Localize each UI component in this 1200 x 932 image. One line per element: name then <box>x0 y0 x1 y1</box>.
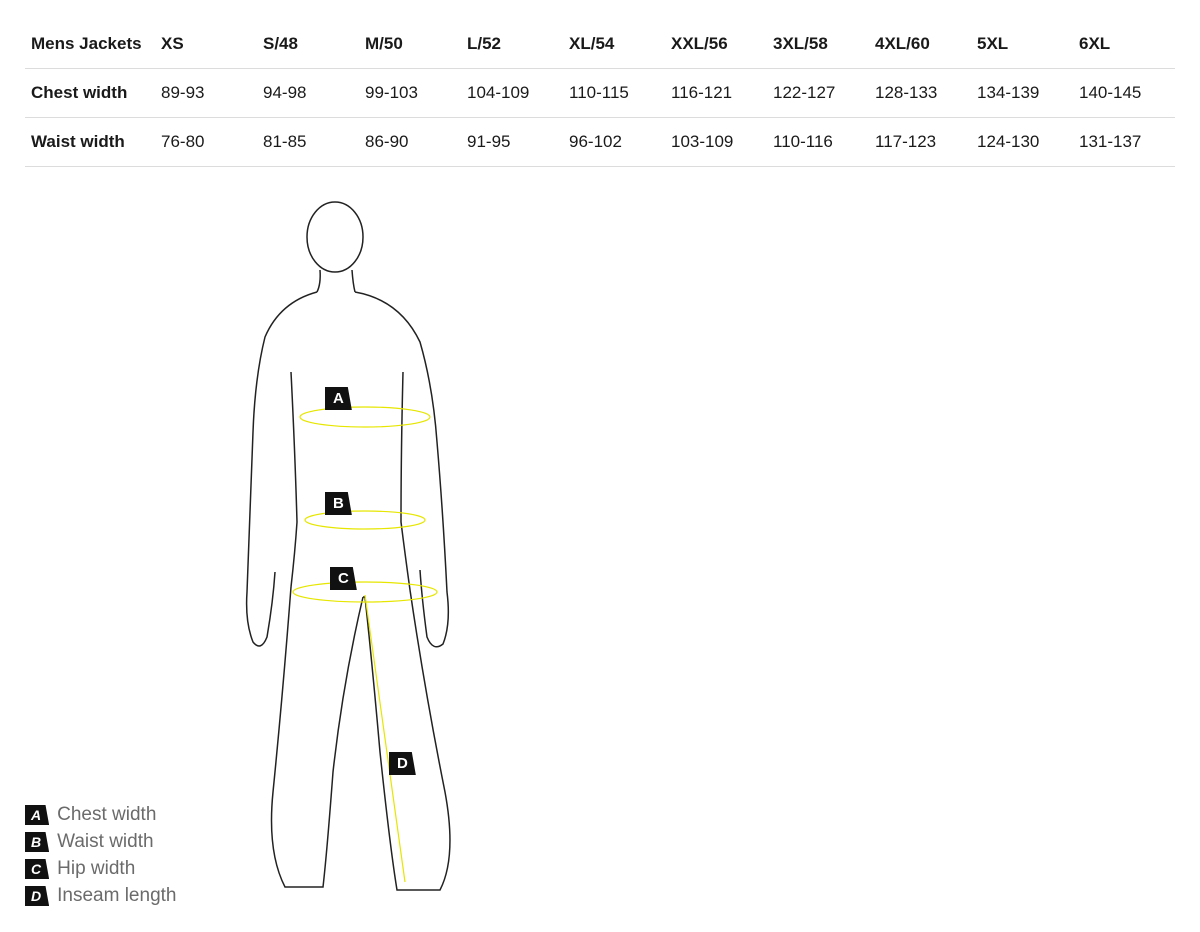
row-label: Waist width <box>25 118 155 167</box>
cell: 131-137 <box>1073 118 1175 167</box>
legend-text: Waist width <box>57 831 153 853</box>
size-col: 5XL <box>971 20 1073 69</box>
marker-c: C <box>330 567 357 590</box>
waist-ellipse <box>305 511 425 529</box>
table-row: Chest width 89-93 94-98 99-103 104-109 1… <box>25 69 1175 118</box>
size-col: XS <box>155 20 257 69</box>
cell: 104-109 <box>461 69 563 118</box>
marker-d: D <box>389 752 416 775</box>
size-col: 6XL <box>1073 20 1175 69</box>
row-label: Chest width <box>25 69 155 118</box>
cell: 103-109 <box>665 118 767 167</box>
legend-badge: B <box>25 832 49 852</box>
body-diagram: A B C D A Chest width B Waist width C Hi… <box>25 192 1175 912</box>
legend-row: B Waist width <box>25 831 176 853</box>
cell: 140-145 <box>1073 69 1175 118</box>
size-col: 3XL/58 <box>767 20 869 69</box>
size-col: M/50 <box>359 20 461 69</box>
size-col: L/52 <box>461 20 563 69</box>
table-header-row: Mens Jackets XS S/48 M/50 L/52 XL/54 XXL… <box>25 20 1175 69</box>
cell: 76-80 <box>155 118 257 167</box>
legend-badge: D <box>25 886 49 906</box>
cell: 81-85 <box>257 118 359 167</box>
cell: 91-95 <box>461 118 563 167</box>
size-col: S/48 <box>257 20 359 69</box>
chest-ellipse <box>300 407 430 427</box>
legend-text: Hip width <box>57 858 135 880</box>
size-table: Mens Jackets XS S/48 M/50 L/52 XL/54 XXL… <box>25 20 1175 167</box>
inseam-line <box>365 595 405 882</box>
marker-b: B <box>325 492 352 515</box>
size-col: 4XL/60 <box>869 20 971 69</box>
size-col: XL/54 <box>563 20 665 69</box>
figure-svg <box>225 192 545 902</box>
cell: 94-98 <box>257 69 359 118</box>
cell: 117-123 <box>869 118 971 167</box>
legend-badge: C <box>25 859 49 879</box>
legend: A Chest width B Waist width C Hip width … <box>25 804 176 912</box>
cell: 110-116 <box>767 118 869 167</box>
table-row: Waist width 76-80 81-85 86-90 91-95 96-1… <box>25 118 1175 167</box>
legend-text: Chest width <box>57 804 156 826</box>
cell: 124-130 <box>971 118 1073 167</box>
cell: 116-121 <box>665 69 767 118</box>
cell: 86-90 <box>359 118 461 167</box>
cell: 128-133 <box>869 69 971 118</box>
legend-row: C Hip width <box>25 858 176 880</box>
cell: 89-93 <box>155 69 257 118</box>
legend-badge: A <box>25 805 49 825</box>
cell: 96-102 <box>563 118 665 167</box>
cell: 99-103 <box>359 69 461 118</box>
cell: 110-115 <box>563 69 665 118</box>
marker-a: A <box>325 387 352 410</box>
cell: 134-139 <box>971 69 1073 118</box>
legend-row: D Inseam length <box>25 885 176 907</box>
cell: 122-127 <box>767 69 869 118</box>
size-col: XXL/56 <box>665 20 767 69</box>
legend-row: A Chest width <box>25 804 176 826</box>
header-label: Mens Jackets <box>25 20 155 69</box>
legend-text: Inseam length <box>57 885 176 907</box>
